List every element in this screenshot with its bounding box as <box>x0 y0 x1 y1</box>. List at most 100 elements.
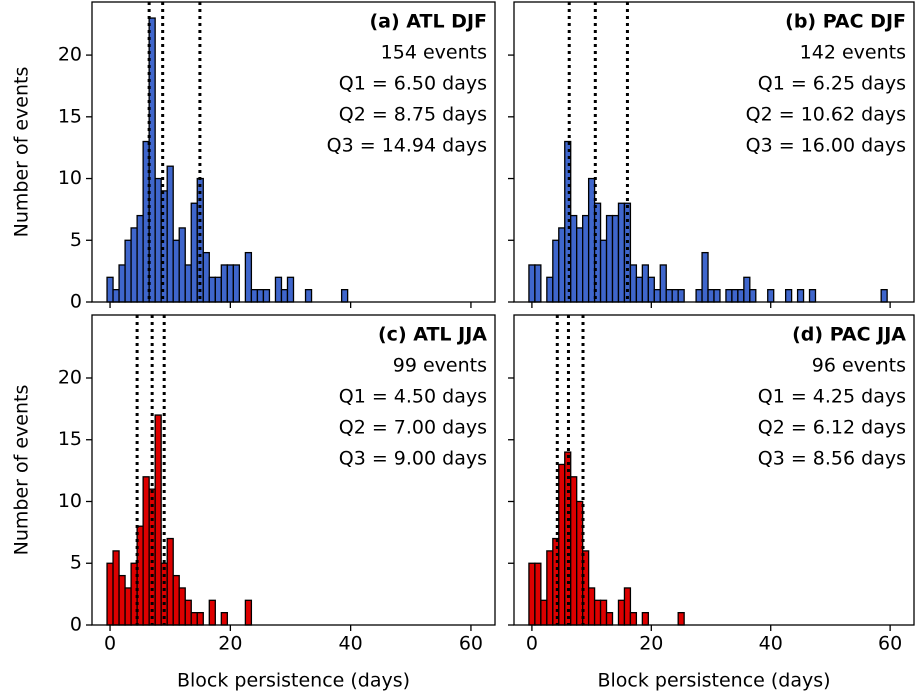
panel-title: (a) ATL DJF <box>369 11 487 33</box>
bar <box>280 289 289 303</box>
bar <box>106 562 114 626</box>
x-tick-label: 20 <box>639 633 663 655</box>
axes-frame <box>91 1 496 303</box>
event-count: 154 events <box>381 42 487 64</box>
bar <box>112 289 120 303</box>
bar <box>647 276 655 303</box>
quartile-label: Q3 = 9.00 days <box>339 448 487 470</box>
y-tick-label: 10 <box>58 490 82 512</box>
event-count: 96 events <box>812 355 906 377</box>
x-tick-label: 40 <box>759 633 783 655</box>
axes-frame <box>91 314 496 626</box>
quartile-label: Q2 = 6.12 days <box>758 417 906 439</box>
y-tick-label: 20 <box>58 366 82 388</box>
bar <box>124 587 132 626</box>
y-tick-label: 10 <box>58 167 82 189</box>
bar <box>142 476 150 626</box>
x-tick-label: 60 <box>459 633 483 655</box>
bar <box>629 264 638 303</box>
quartile-label: Q3 = 16.00 days <box>746 135 906 157</box>
bar <box>743 276 751 303</box>
bar <box>136 214 144 303</box>
bar <box>118 264 126 303</box>
bar <box>208 599 216 626</box>
bar <box>262 289 271 303</box>
axes-frame <box>513 314 915 626</box>
quartile-label: Q1 = 6.25 days <box>758 73 906 95</box>
bar <box>130 562 138 626</box>
bar <box>570 476 578 626</box>
quartile-label: Q1 = 4.50 days <box>339 386 487 408</box>
bar <box>540 599 548 626</box>
bar <box>166 165 174 303</box>
y-tick-label: 20 <box>58 44 82 66</box>
bar <box>593 599 602 626</box>
bar <box>558 227 566 303</box>
bar <box>623 202 632 303</box>
bar <box>244 599 253 626</box>
bar <box>707 289 715 303</box>
bar <box>190 611 198 626</box>
quartile-label: Q2 = 10.62 days <box>746 104 906 126</box>
bar <box>701 251 709 303</box>
x-tick-label: 20 <box>218 633 242 655</box>
bar <box>713 289 721 303</box>
bar <box>208 276 216 303</box>
bar <box>611 214 620 303</box>
bar <box>528 264 536 303</box>
y-tick-label: 0 <box>70 291 82 313</box>
bar <box>112 550 120 626</box>
bar <box>695 289 703 303</box>
bar <box>154 177 162 303</box>
bar <box>196 611 204 626</box>
bar <box>617 599 626 626</box>
bar <box>160 562 168 626</box>
bar <box>232 264 241 303</box>
y-tick-label: 5 <box>70 229 82 251</box>
bar <box>124 239 132 303</box>
bar <box>166 537 174 626</box>
bar <box>617 202 626 303</box>
bar <box>546 550 554 626</box>
bar <box>220 264 228 303</box>
quartile-label: Q2 = 8.75 days <box>339 104 487 126</box>
x-tick-label: 60 <box>878 633 902 655</box>
bar <box>784 289 793 303</box>
bar <box>677 611 685 626</box>
bar <box>605 611 614 626</box>
axes-frame <box>513 1 915 303</box>
x-tick-label: 0 <box>526 633 538 655</box>
bar <box>178 227 186 303</box>
bar <box>226 264 235 303</box>
bar <box>178 587 186 626</box>
bar <box>534 264 542 303</box>
bar <box>582 214 590 303</box>
bar <box>599 599 608 626</box>
bar <box>214 276 222 303</box>
bar <box>274 276 283 303</box>
bar <box>641 611 649 626</box>
bar <box>184 264 192 303</box>
bar <box>641 264 649 303</box>
quartile-label: Q3 = 14.94 days <box>327 135 487 157</box>
quartile-label: Q3 = 8.56 days <box>758 448 906 470</box>
bar <box>767 289 775 303</box>
bar <box>623 587 632 626</box>
bar <box>808 289 817 303</box>
bar <box>172 239 180 303</box>
panel-title: (b) PAC DJF <box>785 11 906 33</box>
bar <box>118 574 126 626</box>
bar <box>184 599 192 626</box>
bar <box>154 414 162 626</box>
y-tick-label: 0 <box>70 614 82 636</box>
y-tick-label: 5 <box>70 552 82 574</box>
quartile-label: Q1 = 4.25 days <box>758 386 906 408</box>
bar <box>677 289 685 303</box>
y-axis-label: Number of events <box>11 67 33 238</box>
bar <box>737 289 745 303</box>
quartile-label: Q1 = 6.50 days <box>339 73 487 95</box>
bar <box>552 239 560 303</box>
bar <box>546 276 554 303</box>
bar <box>256 289 265 303</box>
bar <box>659 264 667 303</box>
